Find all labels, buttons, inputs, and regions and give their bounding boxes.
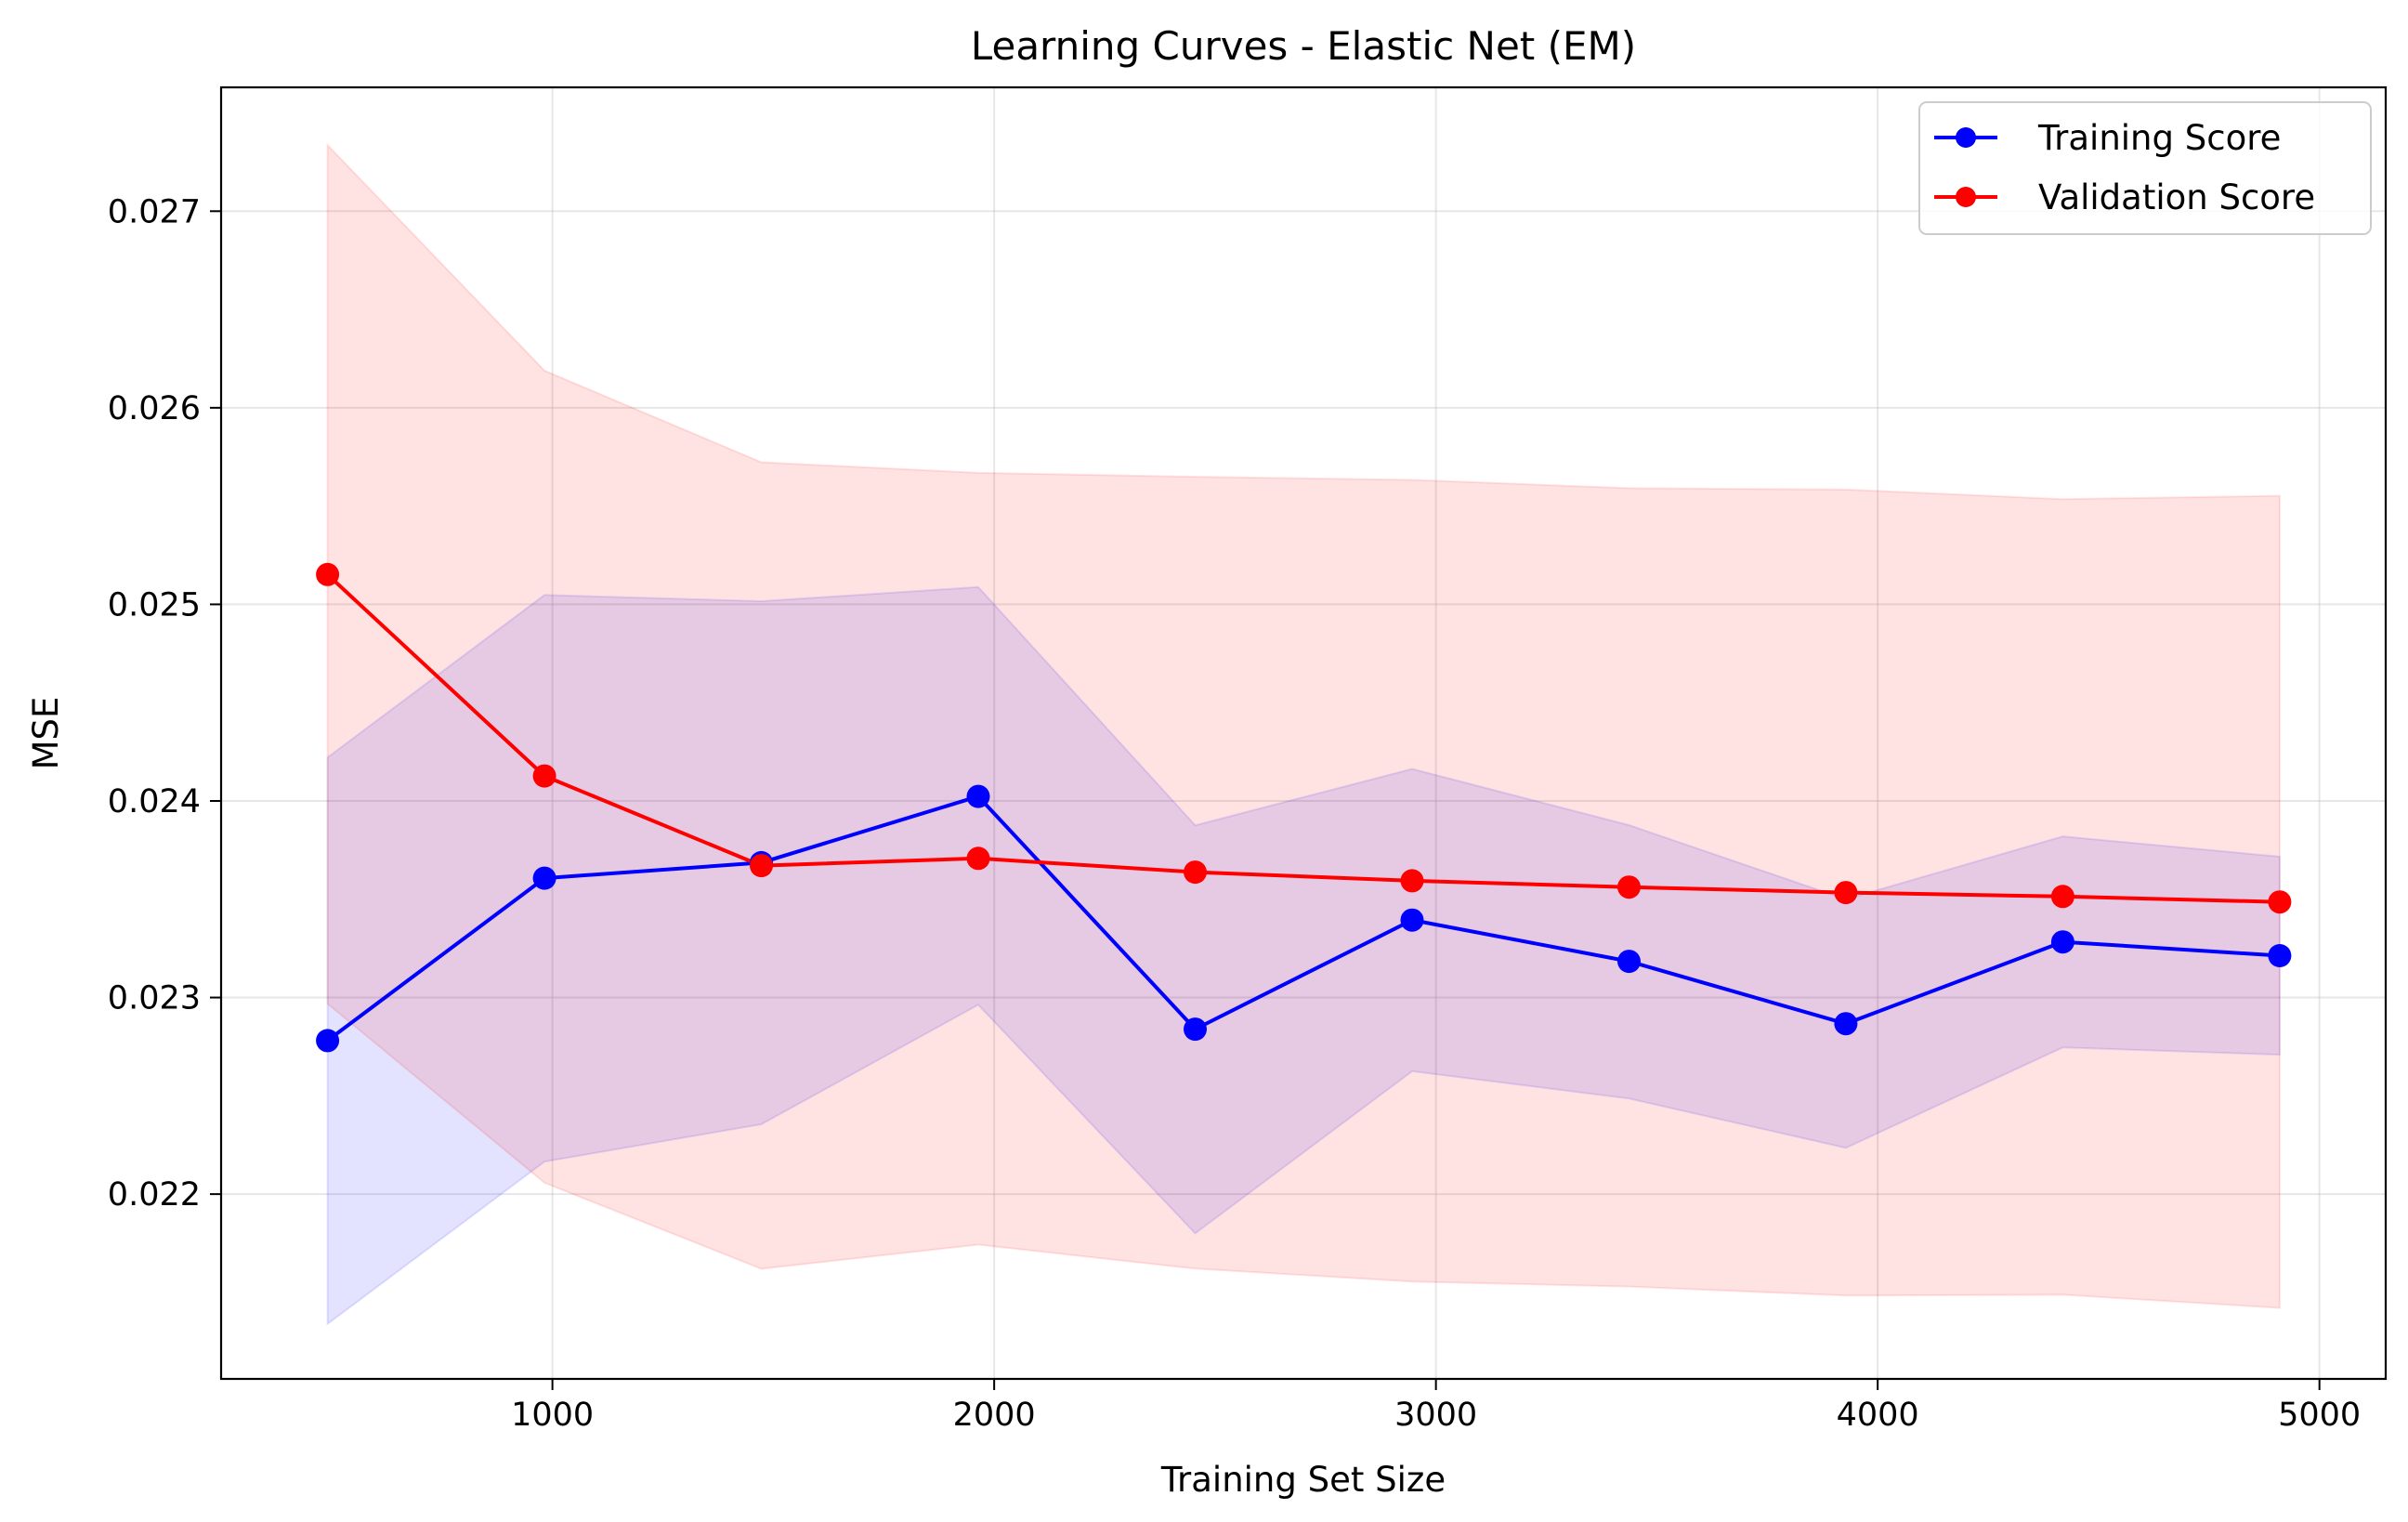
legend: Training Score Validation Score xyxy=(1918,101,2372,235)
x-axis-ticks: 1000 2000 3000 4000 5000 xyxy=(511,1379,2361,1434)
series-0-point-0 xyxy=(316,1029,340,1053)
y-tick-label-5: 0.027 xyxy=(108,193,201,230)
plot-frame xyxy=(219,85,2388,1381)
x-tick-label-4: 5000 xyxy=(2278,1397,2361,1434)
x-tick-label-3: 4000 xyxy=(1837,1397,1919,1434)
series-0-point-6 xyxy=(1617,950,1641,974)
y-axis-label: MSE xyxy=(26,697,66,770)
legend-item-validation-score: Validation Score xyxy=(1934,177,2315,217)
confidence-bands xyxy=(326,142,2281,1326)
band-series-0 xyxy=(326,585,2281,1326)
series-1-point-0 xyxy=(316,562,340,586)
series-1-point-8 xyxy=(2050,885,2074,909)
legend-box xyxy=(1918,101,2372,235)
series-0-point-7 xyxy=(1834,1012,1858,1036)
series-1-point-9 xyxy=(2268,890,2292,914)
series-points xyxy=(316,562,2292,1053)
series-1-point-6 xyxy=(1617,875,1641,899)
x-tick-label-2: 3000 xyxy=(1394,1397,1477,1434)
series-lines xyxy=(325,572,2282,1043)
x-tick-label-1: 2000 xyxy=(953,1397,1036,1434)
x-tick-label-0: 1000 xyxy=(511,1397,594,1434)
y-tick-label-3: 0.025 xyxy=(108,586,201,623)
legend-marker-validation xyxy=(1956,187,1976,207)
chart-title: Learning Curves - Elastic Net (EM) xyxy=(971,23,1636,69)
x-axis-label: Training Set Size xyxy=(1160,1460,1446,1500)
band-series-1 xyxy=(326,142,2281,1309)
y-tick-label-1: 0.023 xyxy=(108,980,201,1017)
series-1-point-5 xyxy=(1400,869,1424,893)
y-tick-label-0: 0.022 xyxy=(108,1176,201,1214)
series-1-point-1 xyxy=(532,764,556,788)
series-0-point-1 xyxy=(532,866,556,890)
series-0-point-5 xyxy=(1400,908,1424,932)
legend-marker-training xyxy=(1956,127,1976,148)
series-0-point-8 xyxy=(2050,930,2074,954)
y-tick-label-2: 0.024 xyxy=(108,783,201,820)
series-1-point-2 xyxy=(750,854,773,878)
y-axis-ticks: 0.022 0.023 0.024 0.025 0.026 0.027 xyxy=(108,193,221,1214)
legend-item-training-score: Training Score xyxy=(1934,118,2281,158)
series-line-1 xyxy=(325,572,2282,904)
series-1-point-4 xyxy=(1184,860,1207,885)
series-line-0 xyxy=(325,794,2282,1043)
series-0-point-3 xyxy=(966,784,990,808)
series-1-point-7 xyxy=(1834,881,1858,905)
y-tick-label-4: 0.026 xyxy=(108,390,201,427)
legend-label-training: Training Score xyxy=(2037,118,2281,158)
legend-label-validation: Validation Score xyxy=(2038,177,2315,217)
series-0-point-9 xyxy=(2268,944,2292,967)
series-0-point-4 xyxy=(1184,1017,1207,1042)
series-1-point-3 xyxy=(966,846,990,871)
